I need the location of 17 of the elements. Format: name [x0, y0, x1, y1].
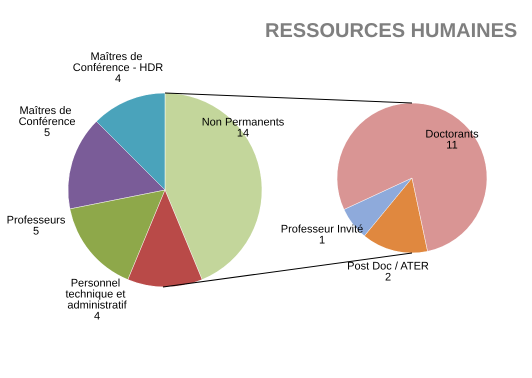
slice-label: Personnel technique et administratif	[66, 278, 128, 312]
data-label: 14	[236, 128, 250, 140]
data-label: 4	[94, 310, 100, 322]
slice-label: Post Doc / ATER	[347, 260, 429, 272]
data-label: 2	[384, 272, 392, 284]
data-label: 11	[446, 140, 458, 152]
data-label: 5	[32, 226, 40, 238]
slice-label: Doctorants	[425, 128, 480, 140]
data-label: 5	[44, 127, 50, 139]
data-label: 4	[114, 73, 122, 85]
data-label: 1	[318, 234, 326, 246]
slice-label: Professeur Invité	[280, 224, 364, 236]
slice-label: Maîtres de Conférence	[18, 105, 76, 128]
slice-label: Professeurs	[6, 214, 66, 226]
chart-title: RESSOURCES HUMAINES	[265, 20, 518, 42]
slice-label: Maîtres de Conférence - HDR	[72, 51, 164, 74]
slice-label: Non Permanents	[202, 116, 285, 128]
